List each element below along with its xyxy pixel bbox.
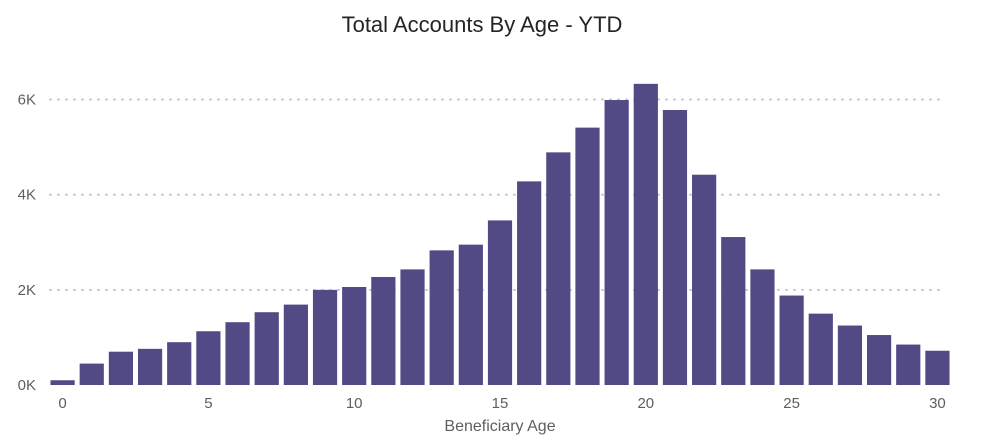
bar[interactable] <box>167 342 192 385</box>
x-tick-label: 10 <box>346 395 363 412</box>
bar[interactable] <box>458 244 483 385</box>
bar[interactable] <box>837 325 863 385</box>
bar[interactable] <box>808 313 833 385</box>
bars <box>50 83 950 386</box>
bar[interactable] <box>487 220 513 385</box>
bar[interactable] <box>517 181 542 385</box>
x-axis-label: Beneficiary Age <box>444 418 555 435</box>
bar[interactable] <box>225 322 250 385</box>
bar[interactable] <box>108 351 134 385</box>
bar[interactable] <box>312 289 338 385</box>
x-tick-label: 25 <box>783 395 800 412</box>
bar[interactable] <box>925 350 950 385</box>
y-tick-label: 4K <box>18 187 36 204</box>
x-tick-label: 0 <box>58 395 66 412</box>
bar[interactable] <box>633 83 658 385</box>
x-axis: 0 5 10 15 20 25 30 <box>58 395 945 412</box>
bar[interactable] <box>604 100 629 385</box>
bar[interactable] <box>546 152 571 385</box>
y-tick-label: 2K <box>18 282 36 299</box>
bar[interactable] <box>662 110 688 386</box>
y-tick-label: 6K <box>18 92 36 109</box>
bar[interactable] <box>342 286 367 385</box>
bar[interactable] <box>575 127 600 386</box>
bar[interactable] <box>283 304 308 385</box>
bar[interactable] <box>896 344 921 385</box>
x-tick-label: 30 <box>929 395 946 412</box>
bar[interactable] <box>779 295 804 385</box>
bar[interactable] <box>721 237 746 385</box>
bar[interactable] <box>196 331 221 385</box>
bar[interactable] <box>750 269 775 385</box>
bar[interactable] <box>50 380 75 385</box>
bar[interactable] <box>137 348 163 385</box>
bar[interactable] <box>79 363 104 385</box>
bar[interactable] <box>866 335 892 385</box>
bar[interactable] <box>400 269 425 385</box>
y-tick-label: 0K <box>18 377 36 394</box>
bar[interactable] <box>371 277 396 385</box>
y-axis: 0K 2K 4K 6K <box>18 92 36 394</box>
bar[interactable] <box>254 312 279 385</box>
bar[interactable] <box>692 174 717 385</box>
bar[interactable] <box>429 250 454 385</box>
x-tick-label: 15 <box>492 395 509 412</box>
x-tick-label: 20 <box>637 395 654 412</box>
chart-title: Total Accounts By Age - YTD <box>342 12 623 37</box>
x-tick-label: 5 <box>204 395 212 412</box>
